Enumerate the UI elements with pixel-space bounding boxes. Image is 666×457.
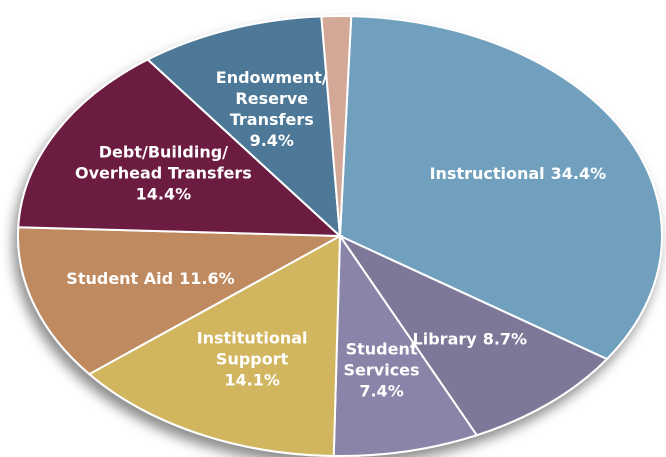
slice-name: Student: [346, 339, 418, 358]
slice-value: 7.4%: [359, 381, 403, 400]
pie-slice: [87, 234, 342, 457]
slice-value: 8.7%: [483, 329, 527, 348]
pie-slice: [17, 58, 343, 238]
slice-name: Student Aid: [66, 268, 173, 287]
pie-slice: [332, 232, 479, 457]
slice-value: 11.6%: [179, 268, 235, 287]
slice-name: Overhead Transfers: [75, 163, 252, 182]
slice-name: Instructional: [430, 164, 545, 183]
slice-name: Institutional: [197, 328, 308, 347]
pie-slice: [337, 233, 609, 437]
slice-label: Student Aid 11.6%: [66, 268, 234, 287]
slice-value: 34.4%: [551, 164, 607, 183]
slice-value: 14.1%: [224, 370, 280, 389]
slice-label: Endowment/Reserve Transfers 9.4%: [216, 67, 328, 149]
pie-slice: [17, 226, 344, 376]
slice-value: 9.4%: [250, 130, 294, 149]
pie-slice: [146, 15, 342, 239]
slice-label: Library 8.7%: [413, 329, 528, 348]
slice-name: Services: [344, 360, 420, 379]
pie: [17, 15, 663, 457]
pie-slice: [338, 15, 663, 361]
pie-slice: [320, 15, 353, 237]
slice-value: 14.4%: [136, 184, 192, 203]
labels: Instructional 34.4% Library 8.7% Student Serv…: [66, 67, 606, 400]
slice-name: Reserve: [235, 88, 308, 107]
slice-label: Student Services 7.4%: [344, 339, 420, 400]
slice-name: Transfers: [230, 109, 314, 128]
slice-name: Debt/Building/: [99, 142, 228, 161]
slice-label: Instructional 34.4%: [430, 164, 607, 183]
slice-label: Institutional Support 14.1%: [197, 328, 308, 389]
slice-name: Support: [216, 349, 289, 368]
slice-name: Endowment/: [216, 67, 328, 86]
slice-label: Debt/Building/Overhead Transfers 14.4%: [75, 142, 252, 203]
slice-name: Library: [413, 329, 478, 348]
